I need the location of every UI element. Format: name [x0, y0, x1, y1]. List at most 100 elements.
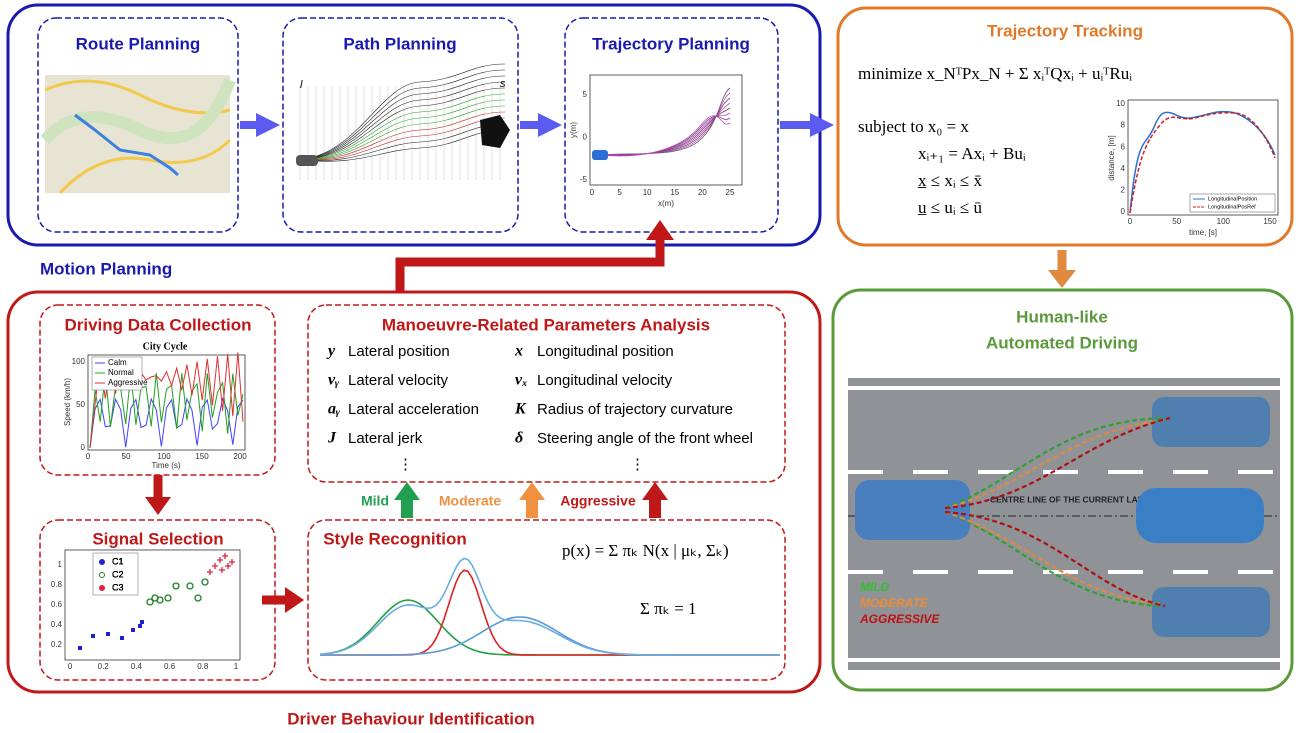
path-curve [299, 87, 506, 161]
param-label: Longitudinal position [537, 343, 674, 360]
x-tick-label: 1 [234, 662, 239, 671]
point [106, 632, 110, 636]
ellipsis: ⋮ [630, 456, 645, 473]
axis-label: s [500, 78, 506, 90]
point [229, 559, 235, 565]
y-tick-label: 0 [81, 443, 86, 452]
param-label: Lateral velocity [348, 372, 449, 389]
point [212, 563, 218, 569]
point [164, 594, 172, 602]
point [217, 557, 223, 563]
title: Trajectory Planning [592, 34, 750, 53]
trajectory-mild [944, 510, 1161, 608]
param-symbol: K [514, 401, 527, 418]
curve [1129, 110, 1276, 214]
path-box [282, 17, 519, 233]
trajectory-moderate [944, 418, 1166, 510]
y-tick-label: 0 [583, 133, 588, 142]
axis-label: distance, [m] [1107, 135, 1116, 180]
route-box [37, 17, 239, 233]
trajectory-aggressive [944, 510, 1166, 608]
path-curve [299, 129, 506, 162]
legend-label: C1 [112, 556, 124, 566]
label: Driver Behaviour Identification [287, 709, 535, 728]
point [207, 569, 213, 575]
roads [44, 79, 232, 195]
trajectory [599, 102, 731, 156]
point [186, 582, 194, 590]
style-label: Aggressive [560, 493, 636, 509]
trajectory [599, 115, 731, 157]
arrow-head [1048, 270, 1076, 288]
y-tick-label: 10 [1116, 99, 1125, 108]
legend-label: C2 [112, 569, 124, 579]
car [1152, 397, 1270, 447]
trajectories [599, 87, 731, 157]
mixture [319, 557, 780, 656]
arrow-head [519, 482, 545, 500]
legend-swatch [99, 572, 105, 578]
formula: minimize x_NᵀPx_N + Σ xᵢᵀQxᵢ + uᵢᵀRuᵢ [858, 64, 1132, 83]
legend-label: C1 [112, 556, 124, 566]
legend-swatch [99, 585, 105, 591]
label: Motion Planning [40, 259, 172, 278]
car [592, 150, 608, 160]
legend-label: Normal [108, 368, 134, 377]
x-tick-label: 0 [1128, 217, 1133, 226]
param-label: Lateral jerk [348, 430, 423, 447]
path-grid [299, 63, 506, 180]
x-tick-label: 0 [590, 188, 595, 197]
y-tick-label: 100 [72, 357, 86, 366]
legend-label: C1 [112, 556, 124, 566]
legend-swatch [99, 559, 105, 565]
lane-edge [848, 658, 1280, 662]
style-label: AGGRESSIVE [859, 612, 940, 626]
point [146, 598, 154, 606]
style-label: Moderate [439, 493, 501, 509]
x-tick-label: 150 [1263, 217, 1277, 226]
point [222, 553, 228, 559]
param-label: Lateral acceleration [348, 401, 479, 418]
trajectory-moderate [944, 510, 1161, 606]
x-tick-label: 25 [726, 188, 735, 197]
formula: p(x) = Σ πₖ N(x | μₖ, Σₖ) [562, 541, 729, 560]
y-tick-label: 5 [583, 90, 588, 99]
legend-label: C2 [112, 569, 124, 579]
legend-label: C1 [112, 556, 124, 566]
arrow-head [145, 497, 171, 515]
tracking-frame [836, 6, 1294, 247]
trajectory-aggressive [944, 416, 1171, 510]
formula: x̲ ≤ xᵢ ≤ x̄ [917, 171, 982, 190]
gaussian [320, 616, 780, 656]
legend-label: Calm [108, 358, 127, 367]
path-curve [299, 93, 506, 161]
axis-label: Speed (km/h) [63, 378, 72, 426]
car [1152, 587, 1270, 637]
plot-frame [589, 74, 743, 186]
y-tick-label: 4 [1121, 164, 1126, 173]
y-tick-label: 2 [1121, 186, 1126, 195]
formula: Σ πₖ = 1 [640, 599, 697, 618]
arrow [395, 238, 665, 292]
route [74, 113, 179, 177]
style-label: MILD [860, 580, 890, 594]
style-label: Mild [361, 493, 389, 509]
y-tick-label: 0.6 [51, 600, 63, 609]
x-tick-label: 0 [68, 662, 73, 671]
axis-label: time, [s] [1189, 228, 1217, 237]
trajectory [599, 107, 731, 156]
x-tick-label: 0 [86, 452, 91, 461]
y-tick-label: 0 [1121, 207, 1126, 216]
title: Path Planning [343, 34, 456, 53]
x-tick-label: 0.4 [131, 662, 143, 671]
axis-label: Time (s) [151, 461, 180, 470]
arrow [401, 498, 413, 518]
arrow [649, 498, 661, 518]
path-curve [299, 81, 506, 161]
params-box [307, 304, 786, 483]
gaussian [320, 569, 780, 656]
x-tick-label: 150 [195, 452, 209, 461]
plot-frame [87, 354, 246, 451]
point [120, 636, 124, 640]
